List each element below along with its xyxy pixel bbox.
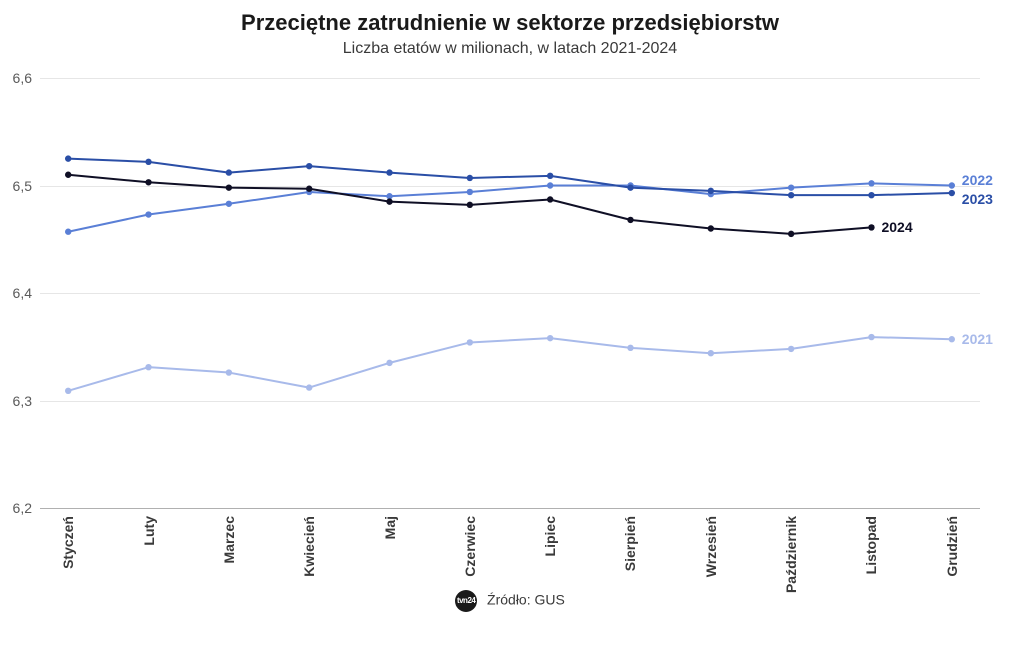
source-logo-icon: tvn24 [455, 590, 477, 612]
x-tick-label: Luty [141, 516, 157, 546]
series-marker [306, 384, 312, 390]
plot-area: 6,26,36,46,56,6StyczeńLutyMarzecKwiecień… [40, 78, 980, 508]
series-marker [467, 175, 473, 181]
series-marker [868, 334, 874, 340]
series-label-2023: 2023 [962, 191, 993, 207]
x-tick-label: Maj [382, 516, 398, 539]
series-label-2022: 2022 [962, 172, 993, 188]
series-marker [788, 184, 794, 190]
x-tick-label: Listopad [863, 516, 879, 574]
source-text: Źródło: GUS [487, 592, 565, 608]
series-marker [788, 231, 794, 237]
series-marker [65, 388, 71, 394]
series-marker [627, 217, 633, 223]
series-marker [65, 155, 71, 161]
x-tick-label: Grudzień [944, 516, 960, 577]
series-marker [226, 184, 232, 190]
x-tick-label: Październik [783, 516, 799, 593]
x-tick-label: Lipiec [542, 516, 558, 556]
series-marker [386, 360, 392, 366]
series-marker [547, 173, 553, 179]
series-marker [145, 211, 151, 217]
series-marker [226, 201, 232, 207]
series-marker [547, 335, 553, 341]
y-tick-label: 6,5 [13, 178, 32, 194]
series-marker [868, 224, 874, 230]
y-tick-label: 6,3 [13, 393, 32, 409]
series-marker [627, 345, 633, 351]
series-marker [708, 188, 714, 194]
x-tick-label: Wrzesień [703, 516, 719, 577]
chart-title: Przeciętne zatrudnienie w sektorze przed… [0, 0, 1020, 36]
x-tick-label: Styczeń [60, 516, 76, 569]
y-tick-label: 6,6 [13, 70, 32, 86]
x-tick-label: Czerwiec [462, 516, 478, 577]
series-marker [226, 369, 232, 375]
series-marker [306, 163, 312, 169]
series-marker [306, 186, 312, 192]
series-svg [40, 78, 980, 508]
series-marker [386, 198, 392, 204]
series-marker [868, 192, 874, 198]
y-tick-label: 6,4 [13, 285, 32, 301]
series-marker [627, 184, 633, 190]
series-marker [547, 196, 553, 202]
x-tick-label: Sierpień [622, 516, 638, 571]
series-marker [65, 172, 71, 178]
series-marker [868, 180, 874, 186]
employment-chart: Przeciętne zatrudnienie w sektorze przed… [0, 0, 1020, 650]
series-marker [788, 192, 794, 198]
series-marker [788, 346, 794, 352]
series-marker [708, 350, 714, 356]
series-marker [65, 229, 71, 235]
series-marker [949, 182, 955, 188]
series-line-2021 [68, 337, 952, 391]
gridline [40, 508, 980, 509]
chart-subtitle: Liczba etatów w milionach, w latach 2021… [0, 40, 1020, 58]
chart-source: tvn24 Źródło: GUS [0, 590, 1020, 612]
series-line-2022 [68, 183, 952, 231]
y-tick-label: 6,2 [13, 500, 32, 516]
x-tick-label: Marzec [221, 516, 237, 563]
series-marker [547, 182, 553, 188]
series-marker [949, 336, 955, 342]
series-label-2024: 2024 [881, 219, 912, 235]
x-tick-label: Kwiecień [301, 516, 317, 577]
series-marker [467, 339, 473, 345]
series-marker [145, 364, 151, 370]
series-marker [386, 169, 392, 175]
series-marker [145, 179, 151, 185]
series-marker [145, 159, 151, 165]
series-marker [949, 190, 955, 196]
series-marker [226, 169, 232, 175]
series-marker [708, 225, 714, 231]
series-label-2021: 2021 [962, 331, 993, 347]
series-marker [467, 189, 473, 195]
series-marker [467, 202, 473, 208]
